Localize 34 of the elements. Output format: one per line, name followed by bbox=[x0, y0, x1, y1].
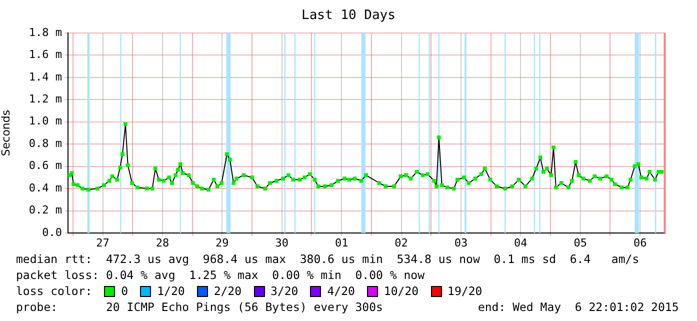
x-tick-label: 27 bbox=[96, 236, 110, 250]
legend-label: 19/20 bbox=[448, 283, 482, 299]
text: median rtt: 472.3 us avg 968.4 us max 380.6 us min 534.8 us now 0.1 ms sd 6.4 am/s bbox=[16, 251, 640, 267]
y-axis-title: Seconds bbox=[0, 110, 12, 156]
y-tick-label: 1.8 m bbox=[28, 26, 62, 39]
legend-label: 10/20 bbox=[384, 283, 419, 299]
x-tick-label: 29 bbox=[216, 236, 229, 250]
y-tick-label: 1.0 m bbox=[28, 114, 62, 128]
text: end: Wed May 6 22:01:02 2015 bbox=[478, 299, 679, 315]
x-tick-label: 30 bbox=[275, 236, 289, 250]
y-tick-label: 0.0 bbox=[42, 226, 62, 239]
y-tick-label: 1.4 m bbox=[28, 70, 62, 84]
legend-title: loss color: bbox=[16, 283, 92, 299]
x-tick-label: 01 bbox=[334, 236, 348, 250]
legend-label: 3/20 bbox=[270, 283, 298, 299]
legend-label: 0 bbox=[121, 283, 128, 299]
legend-label: 1/20 bbox=[157, 283, 185, 299]
x-tick-label: 04 bbox=[514, 236, 528, 250]
y-tick-label: 0.8 m bbox=[28, 136, 62, 150]
y-tick-label: 1.6 m bbox=[28, 48, 62, 62]
y-tick-label: 0.2 m bbox=[28, 204, 62, 217]
y-tick-label: 1.2 m bbox=[28, 92, 62, 106]
chart-title: Last 10 Days bbox=[300, 8, 396, 23]
x-tick-label: 02 bbox=[394, 236, 408, 250]
x-tick-label: 05 bbox=[574, 236, 588, 250]
legend-label: 4/20 bbox=[327, 283, 355, 299]
text: packet loss: 0.04 % avg 1.25 % max 0.00 % min 0.00 % now bbox=[16, 267, 426, 283]
x-tick-label: 28 bbox=[156, 236, 170, 250]
y-tick-label: 0.4 m bbox=[28, 181, 62, 194]
legend-label: 2/20 bbox=[214, 283, 242, 299]
x-tick-label: 03 bbox=[454, 236, 468, 250]
y-tick-label: 0.6 m bbox=[28, 159, 62, 172]
x-tick-label: 06 bbox=[633, 236, 647, 250]
text: probe: 20 ICMP Echo Pings (56 Bytes) every 300s bbox=[16, 299, 383, 315]
